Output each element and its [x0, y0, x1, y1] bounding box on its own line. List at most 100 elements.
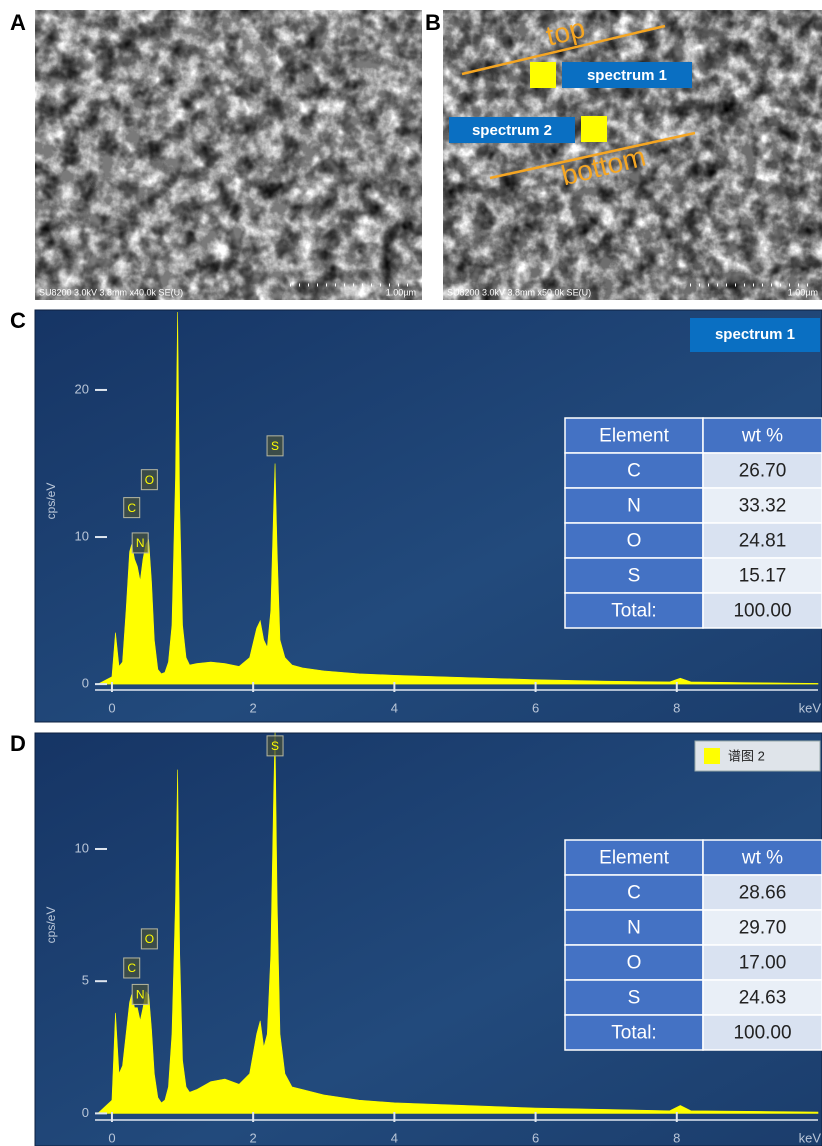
table-element-cell	[564, 1014, 704, 1051]
panel-label: A	[10, 10, 26, 35]
table-element-cell	[564, 452, 704, 489]
table-value: 24.81	[739, 531, 787, 552]
panel-label: C	[10, 308, 26, 333]
table-value-cell	[702, 909, 822, 946]
table-value-cell	[702, 1014, 822, 1051]
peak-label-box	[123, 497, 141, 519]
sem-caption: SU8200 3.0kV 3.8mm x50.0k SE(U)	[447, 287, 591, 297]
peak-label-box	[140, 469, 158, 491]
x-axis-label: keV	[799, 700, 822, 715]
table-header: Element	[599, 426, 669, 447]
table-value: 24.63	[739, 988, 787, 1009]
table-value: 29.70	[739, 918, 787, 939]
scale-bar-label: 1.00µm	[788, 287, 818, 297]
peak-label-box	[131, 532, 149, 554]
table-value: 100.00	[733, 1023, 791, 1044]
spectrum-area	[97, 732, 819, 1114]
x-tick-label: 2	[250, 700, 257, 715]
peak-label: S	[271, 439, 279, 453]
table-element-cell	[564, 979, 704, 1016]
table-header: Element	[599, 848, 669, 869]
table-element: Total:	[611, 601, 656, 622]
y-tick-label: 5	[82, 973, 89, 988]
x-tick-label: 8	[673, 700, 680, 715]
table-element-cell	[564, 874, 704, 911]
table-element: O	[627, 531, 642, 552]
peak-label: S	[271, 739, 279, 753]
table-element: N	[627, 918, 641, 939]
table-value-cell	[702, 487, 822, 524]
table-header: wt %	[741, 848, 783, 869]
x-tick-label: 6	[532, 700, 539, 715]
x-tick-label: 4	[391, 700, 398, 715]
table-value-cell	[702, 452, 822, 489]
spot-marker	[530, 62, 556, 88]
peak-label-box	[140, 928, 158, 950]
sem-caption: SU8200 3.0kV 3.8mm x40.0k SE(U)	[39, 287, 183, 297]
peak-label: N	[136, 536, 145, 550]
spot-label: spectrum 1	[587, 67, 667, 84]
peak-label: N	[136, 988, 145, 1002]
table-element: N	[627, 496, 641, 517]
table-value-cell	[702, 944, 822, 981]
table-header-cell	[702, 839, 822, 876]
legend-swatch	[704, 748, 720, 764]
y-tick-label: 10	[75, 840, 89, 855]
y-axis-label: cps/eV	[44, 907, 58, 944]
table-value: 33.32	[739, 496, 787, 517]
table-value: 100.00	[733, 601, 791, 622]
peak-label-box	[123, 957, 141, 979]
peak-label-box	[131, 983, 149, 1005]
x-axis-label: keV	[799, 1130, 822, 1145]
table-element: C	[627, 883, 641, 904]
legend-box	[690, 318, 820, 352]
peak-label-box	[266, 435, 284, 457]
y-tick-label: 20	[75, 381, 89, 396]
y-tick-label: 0	[82, 676, 89, 691]
table-element-cell	[564, 592, 704, 629]
sem-image: SU8200 3.0kV 3.8mm x40.0k SE(U) 1.00µm	[35, 10, 422, 300]
table-element: S	[628, 988, 641, 1009]
table-header: wt %	[741, 426, 783, 447]
table-value-cell	[702, 874, 822, 911]
x-tick-label: 0	[108, 700, 115, 715]
spectrum-area	[97, 311, 819, 685]
table-value: 28.66	[739, 883, 787, 904]
spot-label-box	[449, 117, 575, 143]
table-value: 26.70	[739, 461, 787, 482]
spot-marker	[581, 116, 607, 142]
table-value-cell	[702, 592, 822, 629]
table-header-cell	[564, 417, 704, 454]
x-tick-label: 4	[391, 1130, 398, 1145]
y-tick-label: 10	[75, 528, 89, 543]
legend-label: 谱图 2	[728, 748, 765, 763]
table-element: S	[628, 566, 641, 587]
x-tick-label: 6	[532, 1130, 539, 1145]
panel-label: D	[10, 731, 26, 756]
x-tick-label: 8	[673, 1130, 680, 1145]
x-tick-label: 2	[250, 1130, 257, 1145]
spot-label-box	[562, 62, 692, 88]
table-element-cell	[564, 909, 704, 946]
scale-bar-label: 1.00µm	[386, 287, 416, 297]
peak-label-box	[266, 735, 284, 757]
peak-label: O	[145, 473, 154, 487]
table-element-cell	[564, 557, 704, 594]
table-element: O	[627, 953, 642, 974]
y-tick-label: 0	[82, 1105, 89, 1120]
table-element: C	[627, 461, 641, 482]
peak-label: O	[145, 932, 154, 946]
boundary-line	[461, 24, 666, 76]
boundary-line	[489, 131, 696, 180]
spot-label: spectrum 2	[472, 122, 552, 139]
table-value: 17.00	[739, 953, 787, 974]
x-tick-label: 0	[108, 1130, 115, 1145]
sem-image: SU8200 3.0kV 3.8mm x50.0k SE(U) 1.00µm	[443, 10, 822, 300]
peak-label: C	[127, 961, 136, 975]
table-value-cell	[702, 979, 822, 1016]
panel-label: B	[425, 10, 441, 35]
table-element: Total:	[611, 1023, 656, 1044]
table-value: 15.17	[739, 566, 787, 587]
legend-label: spectrum 1	[715, 326, 795, 343]
